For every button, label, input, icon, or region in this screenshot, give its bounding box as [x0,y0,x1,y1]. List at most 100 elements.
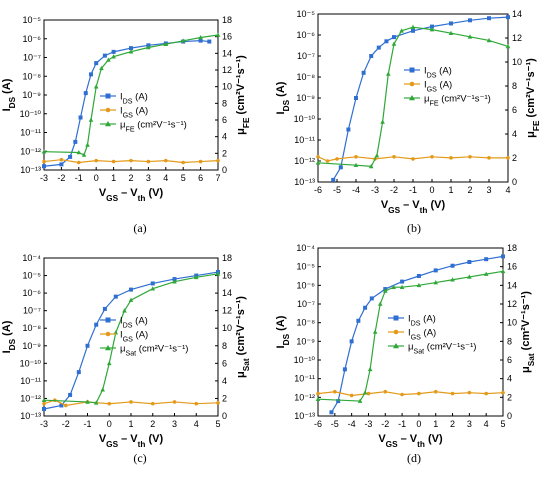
y-right-tick-label: 2 [512,153,517,163]
y-left-tick-label: 10⁻¹¹ [294,374,315,384]
panel-caption: (b) [407,221,421,235]
y-left-tick-label: 10⁻⁹ [22,90,41,100]
igs-point [150,401,155,406]
x-tick-label: -2 [381,419,389,429]
legend-label: IDS (A) [120,316,148,330]
x-tick-label: 4 [194,419,199,429]
ids-point [346,127,351,132]
y-right-tick-label: 12 [512,33,522,43]
ids-point [369,296,374,301]
mu-point [81,152,87,157]
igs-point [383,389,388,394]
igs-point [63,403,68,408]
ids-point [506,15,510,20]
mu-point [368,163,374,169]
legend-marker-circle [393,329,399,335]
y-left-tick-label: 10⁻¹² [294,392,315,402]
mu-point [467,34,473,39]
mu-point [198,35,203,40]
y-left-tick-label: 10⁻⁶ [297,280,316,290]
y-right-tick-label: 6 [222,115,227,125]
ids-point [102,306,107,311]
x-tick-label: 7 [215,173,220,183]
ids-point [338,165,343,170]
mu-point [150,286,156,291]
ids-point [129,287,133,292]
ids-point [484,257,489,262]
x-tick-label: 0 [429,185,434,195]
mu-point [180,38,186,43]
x-tick-label: 2 [467,185,472,195]
ids-point [449,21,453,26]
mu-point [433,280,439,285]
y-left-tick-label: 10⁻¹⁰ [20,109,42,119]
y-right-tick-label: 8 [512,81,517,91]
x-tick-label: 6 [198,173,203,183]
legend-marker-triangle [409,95,415,101]
x-tick-label: 3 [486,185,491,195]
ids-point [376,45,381,50]
x-axis-label: VGS – Vth (V) [99,187,164,203]
ids-point [354,96,358,100]
legend-label: IDS (A) [424,66,452,80]
y-right-tick-label: 10 [222,82,232,92]
y-right-tick-label: 18 [507,243,517,253]
igs-point [335,157,339,161]
mu-point [128,49,134,54]
legend-label: IGS (A) [120,106,148,120]
mu-point [85,142,90,147]
igs-point [354,155,358,159]
series-line-3 [317,26,509,168]
y-left-tick-label: 10⁻⁹ [22,341,41,351]
igs-point [216,158,220,163]
ids-point [416,274,421,278]
y-right-tick-label: 12 [222,306,232,316]
mu-point [172,279,177,284]
ids-point [129,46,133,51]
igs-point [59,157,64,162]
ids-point [468,18,472,23]
y-right-tick-label: 18 [222,15,232,25]
igs-point [198,159,203,164]
mu-point [128,297,134,302]
x-axis-label: VGS – Vth (V) [378,433,443,449]
x-tick-label: -4 [352,185,360,195]
mu-point [315,396,321,401]
ids-point [342,367,347,372]
mu-point [391,284,396,289]
y-right-tick-label: 6 [507,355,512,365]
ids-point [349,339,354,344]
plot-frame [43,19,219,171]
mu-point [410,24,416,29]
igs-point [172,400,177,404]
panel-caption: (d) [407,451,421,465]
igs-point [506,156,510,160]
x-tick-label: -3 [40,173,48,183]
x-tick-label: 2 [128,173,133,183]
panel-a: -3 -2 -1 0 1 2 3 4 5 6 710⁻¹³10⁻¹²10⁻¹¹10⁻¹⁰10⁻⁹10… [1,15,251,235]
y-left-tick-label: 10⁻⁶ [23,34,42,44]
ids-point [369,54,374,58]
legend-label: IGS (A) [424,80,452,94]
y-left-tick-label: 10⁻¹³ [294,177,315,187]
panel-d: -6 -5 -4 -3 -2 -1 0 1 2 3 4 510⁻¹³10⁻¹²10⁻¹¹10⁻¹⁰10… [275,243,536,465]
y-right-axis-label: μSat (cm²V⁻¹s⁻¹) [520,291,536,373]
y-right-tick-label: 16 [222,271,232,281]
igs-point [316,391,320,396]
igs-point [194,401,199,406]
y-right-tick-label: 0 [512,177,517,187]
x-tick-label: 2 [450,419,455,429]
y-left-tick-label: 10⁻¹² [20,393,41,403]
y-left-tick-label: 10⁻⁷ [297,51,315,61]
mu-point [377,301,383,306]
y-left-tick-label: 10⁻⁸ [22,323,41,333]
mu-point [382,288,388,293]
x-tick-label: -1 [75,173,83,183]
igs-point [392,155,396,159]
x-tick-label: 0 [94,173,99,183]
ids-point [411,28,415,33]
igs-point [42,159,46,164]
y-left-tick-label: 10⁻⁴ [296,243,315,253]
ids-point [450,263,455,268]
ids-point [467,260,472,264]
